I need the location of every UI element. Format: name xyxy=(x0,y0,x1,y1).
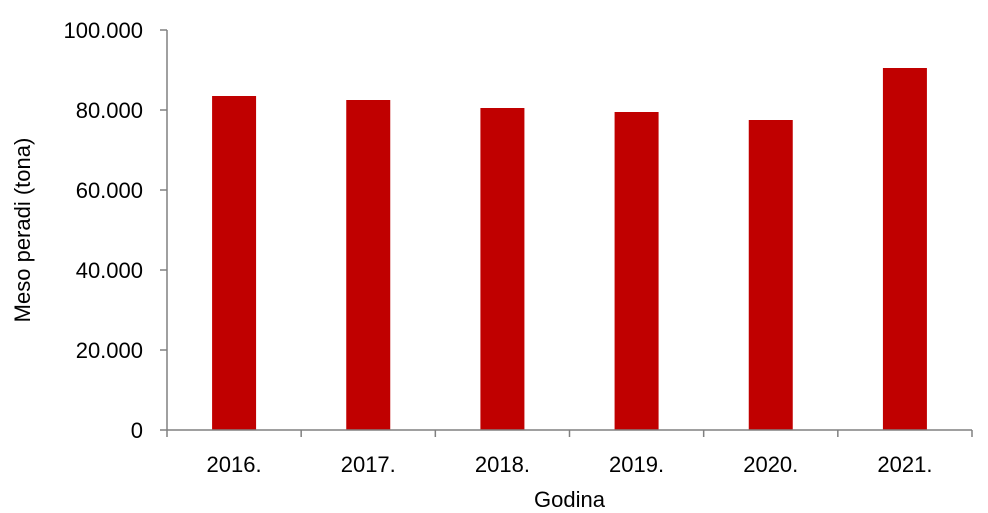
y-tick-label: 100.000 xyxy=(63,18,143,43)
bar xyxy=(212,96,257,430)
y-tick-label: 60.000 xyxy=(76,178,143,203)
bar xyxy=(748,120,793,430)
y-tick-label: 20.000 xyxy=(76,338,143,363)
y-tick-label: 0 xyxy=(131,418,143,443)
bar xyxy=(882,68,927,430)
bar xyxy=(480,108,525,430)
x-tick-label: 2021. xyxy=(877,452,932,477)
x-tick-label: 2016. xyxy=(207,452,262,477)
bar xyxy=(346,100,391,430)
y-tick-labels: 0 20.000 40.000 60.000 80.000 100.000 xyxy=(63,18,143,443)
y-tick-label: 40.000 xyxy=(76,258,143,283)
x-axis-title: Godina xyxy=(534,487,606,512)
bar xyxy=(614,112,659,430)
bars xyxy=(212,68,927,430)
x-tick-label: 2020. xyxy=(743,452,798,477)
x-tick-label: 2018. xyxy=(475,452,530,477)
x-tick-label: 2019. xyxy=(609,452,664,477)
x-tick-labels: 2016. 2017. 2018. 2019. 2020. 2021. xyxy=(207,452,933,477)
y-axis-title: Meso peradi (tona) xyxy=(10,138,35,323)
y-axis-ticks xyxy=(160,29,167,431)
x-axis-ticks xyxy=(166,430,973,437)
y-tick-label: 80.000 xyxy=(76,98,143,123)
x-tick-label: 2017. xyxy=(341,452,396,477)
